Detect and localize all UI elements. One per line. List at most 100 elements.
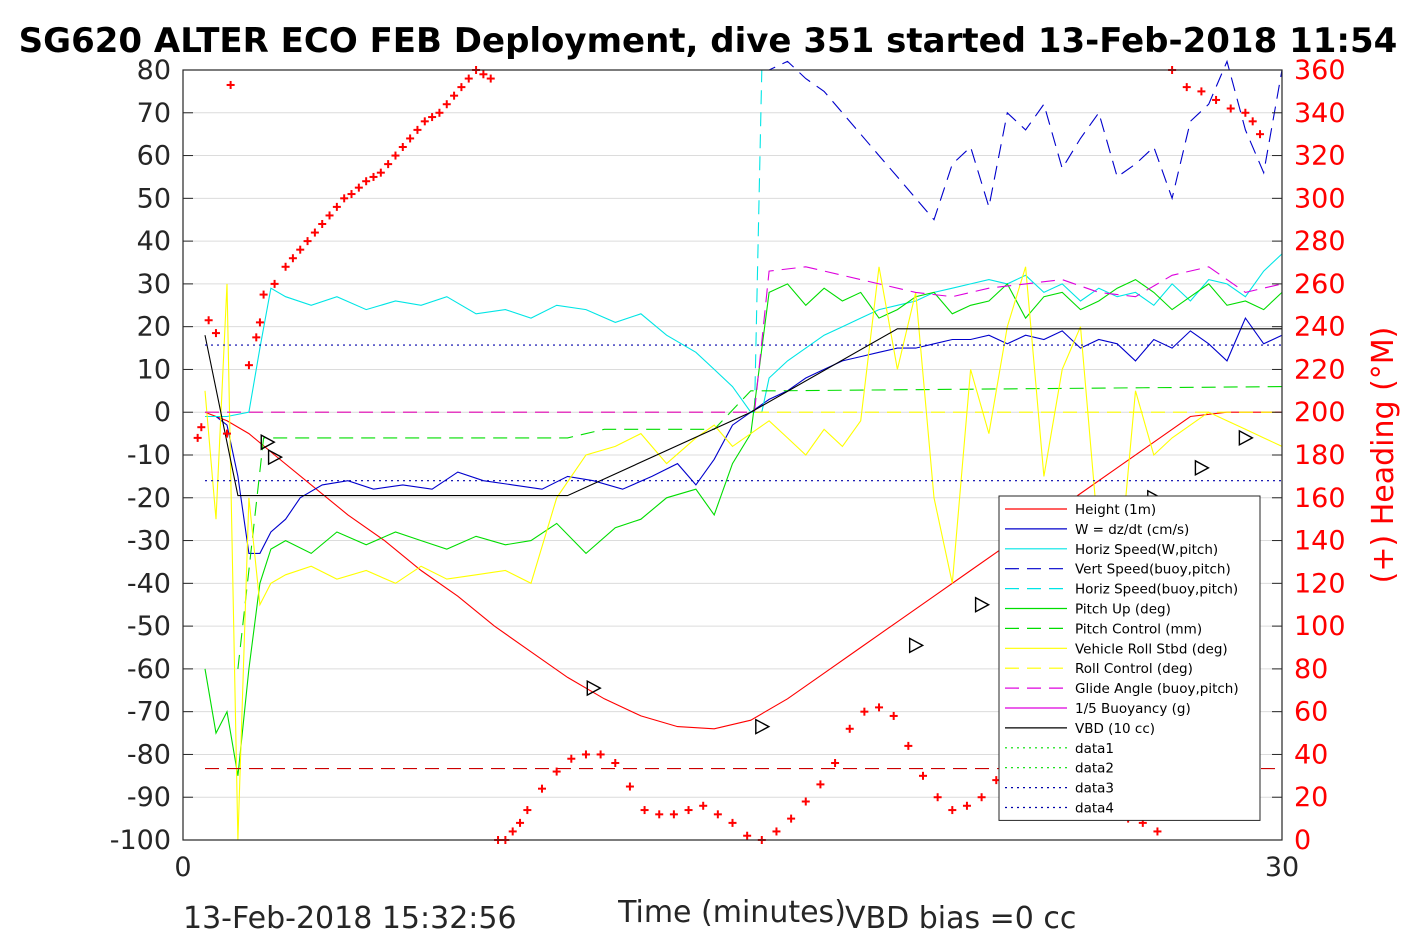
heading-point	[211, 329, 220, 338]
heading-point	[376, 168, 385, 177]
heading-point	[845, 724, 854, 733]
right-tick-label: 80	[1294, 654, 1328, 685]
legend-entry: Horiz Speed(buoy,pitch)	[1075, 582, 1238, 598]
vbd-bias-note: VBD bias =0 cc	[845, 901, 1076, 936]
series-line-11	[204, 328, 1282, 497]
left-tick-label: -90	[127, 782, 171, 813]
legend-entry: data1	[1075, 741, 1114, 757]
heading-point	[948, 806, 957, 815]
heading-point	[413, 125, 422, 134]
series-line-0	[204, 411, 1282, 730]
heading-point	[1256, 130, 1265, 139]
right-tick-label: 100	[1294, 611, 1346, 642]
heading-point	[1248, 117, 1257, 126]
heading-point	[252, 333, 261, 342]
heading-point	[259, 290, 268, 299]
heading-point	[567, 754, 576, 763]
heading-point	[1182, 83, 1191, 92]
right-tick-label: 60	[1294, 697, 1328, 728]
heading-point	[831, 759, 840, 767]
right-tick-label: 20	[1294, 782, 1328, 813]
heading-point	[310, 228, 319, 237]
right-tick-label: 180	[1294, 440, 1346, 471]
heading-point	[288, 254, 297, 263]
x-axis-ticks: 0 30	[174, 830, 1299, 883]
left-tick-label: 70	[137, 98, 171, 129]
heading-point	[625, 782, 634, 791]
depth-marker	[260, 433, 276, 451]
heading-point	[486, 74, 495, 83]
left-tick-label: -80	[127, 739, 171, 770]
legend: Height (1m) W = dz/dt (cm/s) Horiz Speed(W…	[998, 495, 1261, 821]
x-axis-label: Time (minutes)	[617, 895, 846, 930]
depth-marker	[1194, 459, 1210, 477]
right-tick-label: 120	[1294, 568, 1346, 599]
heading-point	[255, 318, 264, 327]
heading-point	[743, 831, 752, 840]
heading-point	[1226, 104, 1235, 113]
right-tick-label: 160	[1294, 483, 1346, 514]
x-tick-label: 0	[174, 852, 191, 883]
heading-point	[435, 108, 444, 117]
heading-point	[699, 801, 708, 810]
heading-point	[457, 83, 466, 92]
legend-box	[998, 495, 1261, 821]
heading-point	[977, 793, 986, 802]
left-axis-ticks: 80 70 60 50 40 30 20 10 0 -10 -20 -30 -40 -50 -60 -70 -8…	[110, 55, 193, 856]
left-tick-label: -20	[127, 483, 171, 514]
heading-point	[523, 806, 532, 815]
heading-point	[816, 780, 825, 789]
heading-point	[296, 245, 305, 254]
heading-point	[1197, 87, 1206, 96]
heading-point	[325, 211, 334, 220]
heading-point	[303, 237, 312, 246]
legend-entry: Roll Control (deg)	[1075, 661, 1193, 677]
heading-point	[244, 361, 253, 370]
left-tick-label: -60	[127, 654, 171, 685]
heading-point	[669, 810, 678, 819]
heading-point	[875, 703, 884, 712]
legend-entry: data4	[1075, 801, 1114, 817]
depth-marker	[755, 718, 771, 735]
left-tick-label: 50	[137, 183, 171, 214]
legend-entry: Horiz Speed(W,pitch)	[1075, 542, 1218, 558]
right-tick-label: 140	[1294, 526, 1346, 557]
right-tick-label: 200	[1294, 397, 1346, 428]
heading-point	[640, 806, 649, 815]
left-tick-label: -50	[127, 611, 171, 642]
left-tick-label: 60	[137, 141, 171, 172]
legend-entry: Pitch Up (deg)	[1075, 602, 1171, 618]
heading-point	[1153, 827, 1162, 836]
right-tick-label: 260	[1294, 269, 1346, 300]
legend-entry: VBD (10 cc)	[1075, 721, 1155, 737]
heading-point	[596, 750, 605, 759]
heading-point	[889, 711, 898, 720]
heading-point	[962, 801, 971, 810]
heading-point	[904, 741, 913, 750]
series-line-1	[205, 316, 1283, 554]
heading-point	[684, 806, 693, 815]
heading-point	[655, 810, 664, 819]
right-tick-label: 300	[1294, 183, 1346, 214]
x-tick-label: 30	[1265, 852, 1299, 883]
legend-entry: 1/5 Buoyancy (g)	[1075, 701, 1191, 717]
depth-marker	[908, 637, 925, 654]
right-tick-label: 40	[1294, 739, 1328, 770]
heading-point	[787, 814, 796, 823]
heading-point	[552, 767, 561, 776]
heading-point	[197, 423, 206, 432]
depth-marker	[1238, 429, 1254, 447]
heading-point	[611, 759, 620, 767]
heading-point	[222, 429, 231, 438]
left-tick-label: 30	[137, 269, 171, 300]
left-tick-label: 80	[137, 55, 171, 86]
depth-marker	[974, 596, 991, 613]
heading-point	[918, 771, 927, 780]
heading-point	[728, 818, 737, 827]
left-tick-label: 10	[137, 354, 171, 385]
heading-point	[428, 113, 437, 122]
heading-point	[226, 80, 235, 89]
heading-point	[1212, 95, 1221, 104]
heading-point	[406, 134, 415, 143]
